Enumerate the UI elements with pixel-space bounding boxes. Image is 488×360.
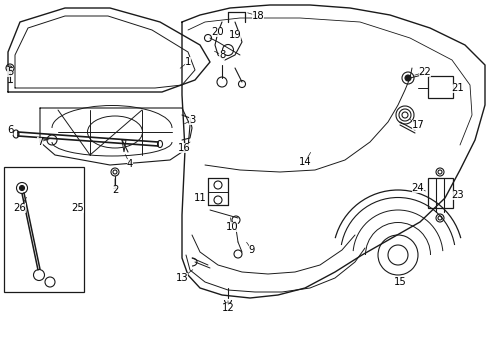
- Text: 14: 14: [298, 157, 311, 167]
- Polygon shape: [122, 140, 126, 152]
- Text: 12: 12: [221, 303, 234, 313]
- Text: 11: 11: [193, 193, 206, 203]
- Bar: [427, 76, 452, 98]
- Text: 6: 6: [7, 125, 13, 135]
- Text: 24: 24: [411, 183, 424, 193]
- Text: 20: 20: [211, 27, 224, 37]
- Text: 8: 8: [219, 50, 224, 60]
- Text: 25: 25: [71, 203, 84, 213]
- Text: 13: 13: [175, 273, 188, 283]
- Text: 3: 3: [188, 115, 195, 125]
- Text: 4: 4: [126, 159, 133, 169]
- Text: 19: 19: [228, 30, 241, 40]
- Text: 23: 23: [451, 190, 464, 200]
- Text: 15: 15: [393, 277, 406, 287]
- Text: 10: 10: [225, 222, 238, 232]
- Text: 9: 9: [248, 245, 255, 255]
- Text: 7: 7: [37, 137, 43, 147]
- Text: 26: 26: [14, 203, 26, 213]
- Circle shape: [404, 75, 410, 81]
- Text: 2: 2: [112, 185, 118, 195]
- Bar: [4, 167, 84, 292]
- Circle shape: [20, 185, 24, 190]
- Text: 1: 1: [184, 57, 191, 67]
- Text: 21: 21: [451, 83, 464, 93]
- Text: 5: 5: [7, 67, 13, 77]
- Bar: [427, 178, 452, 208]
- Text: 18: 18: [251, 11, 264, 21]
- Text: 17: 17: [411, 120, 424, 130]
- Text: 16: 16: [177, 143, 190, 153]
- Text: 22: 22: [418, 67, 430, 77]
